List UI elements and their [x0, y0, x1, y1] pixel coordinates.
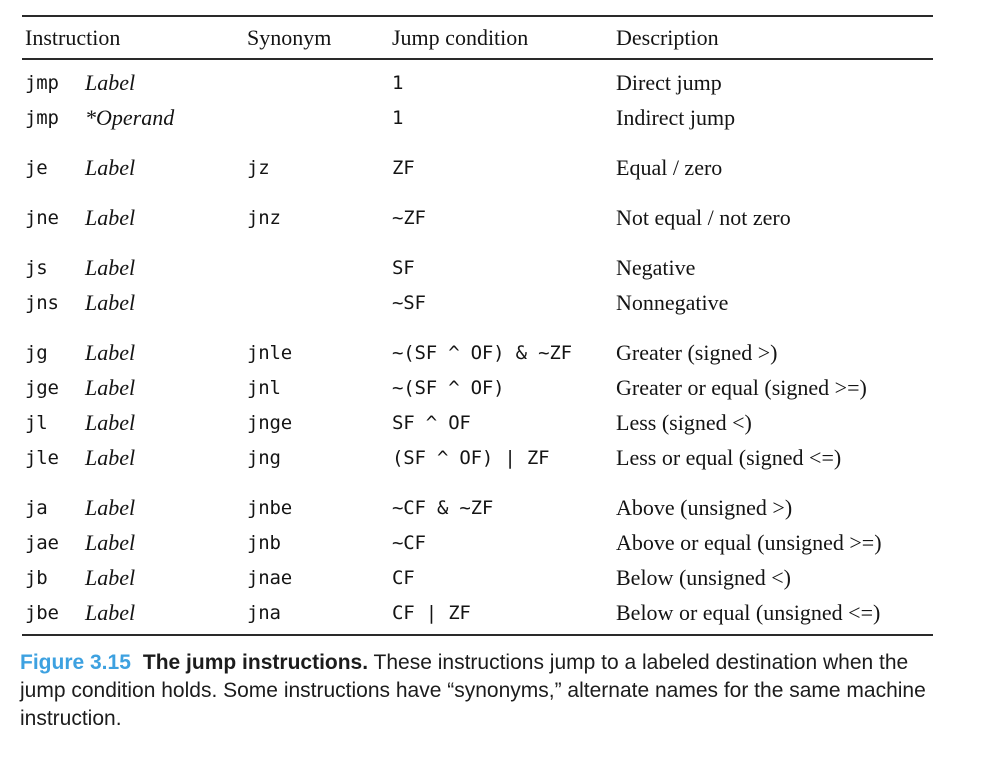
instruction-operand: Label	[85, 494, 136, 520]
synonym: jnle	[247, 341, 292, 364]
jump-condition: ~(SF ^ OF)	[392, 376, 505, 399]
instruction-group: je Label jz ZF Equal / zero	[22, 150, 933, 185]
column-header-description: Description	[616, 25, 719, 50]
instruction-mnemonic: ja	[25, 496, 48, 519]
description: Below or equal (unsigned <=)	[616, 599, 881, 625]
column-header-jump-condition: Jump condition	[392, 25, 529, 50]
instruction-operand: Label	[85, 444, 136, 470]
description: Nonnegative	[616, 289, 729, 315]
instruction-mnemonic: jae	[25, 531, 59, 554]
jump-condition: SF	[392, 256, 415, 279]
table-row: jmp Label 1 Direct jump	[22, 65, 933, 100]
table-row: jns Label ~SF Nonnegative	[22, 285, 933, 320]
table-row: js Label SF Negative	[22, 250, 933, 285]
description: Less or equal (signed <=)	[616, 444, 842, 470]
table-row: jge Label jnl ~(SF ^ OF) Greater or equa…	[22, 370, 933, 405]
description: Less (signed <)	[616, 409, 752, 435]
figure-title: The jump instructions.	[142, 651, 369, 674]
instruction-mnemonic: jg	[25, 341, 48, 364]
instruction-operand: Label	[85, 289, 136, 315]
figure-number-label: Figure 3.15	[20, 651, 131, 674]
instruction-mnemonic: jb	[25, 566, 48, 589]
instruction-mnemonic: jbe	[25, 601, 59, 624]
synonym: jnge	[247, 411, 292, 434]
instruction-mnemonic: jl	[25, 411, 48, 434]
table-row: jg Label jnle ~(SF ^ OF) & ~ZF Greater (…	[22, 335, 933, 370]
table-row: je Label jz ZF Equal / zero	[22, 150, 933, 185]
instruction-operand: Label	[85, 204, 136, 230]
synonym: jnl	[247, 376, 281, 399]
instruction-operand: Label	[85, 529, 136, 555]
instruction-mnemonic: jmp	[25, 71, 59, 94]
description: Direct jump	[616, 69, 722, 95]
synonym: jnae	[247, 566, 292, 589]
instruction-operand: Label	[85, 154, 136, 180]
table-row: jne Label jnz ~ZF Not equal / not zero	[22, 200, 933, 235]
instruction-group: jne Label jnz ~ZF Not equal / not zero	[22, 200, 933, 235]
description: Below (unsigned <)	[616, 564, 791, 590]
table-row: jb Label jnae CF Below (unsigned <)	[22, 560, 933, 595]
jump-condition: ~(SF ^ OF) & ~ZF	[392, 341, 572, 364]
description: Not equal / not zero	[616, 204, 791, 230]
table-row: jl Label jnge SF ^ OF Less (signed <)	[22, 405, 933, 440]
synonym: jz	[247, 156, 270, 179]
instruction-group: jg Label jnle ~(SF ^ OF) & ~ZF Greater (…	[22, 335, 933, 475]
instruction-group: js Label SF Negative jns Label ~SF Nonne…	[22, 250, 933, 320]
instruction-mnemonic: jne	[25, 206, 59, 229]
table-row: jle Label jng (SF ^ OF) | ZF Less or equ…	[22, 440, 933, 475]
synonym: jnbe	[247, 496, 292, 519]
description: Negative	[616, 254, 696, 280]
table-row: jbe Label jna CF | ZF Below or equal (un…	[22, 595, 933, 630]
instruction-operand: Label	[85, 564, 136, 590]
description: Above (unsigned >)	[616, 494, 793, 520]
jump-condition: (SF ^ OF) | ZF	[392, 446, 550, 469]
table-body: jmp Label 1 Direct jump jmp *Operand 1 I…	[22, 65, 933, 636]
instruction-group: jmp Label 1 Direct jump jmp *Operand 1 I…	[22, 65, 933, 135]
instruction-operand: *Operand	[85, 104, 175, 130]
jump-condition: ~CF & ~ZF	[392, 496, 494, 519]
table-row: jmp *Operand 1 Indirect jump	[22, 100, 933, 135]
instruction-operand: Label	[85, 409, 136, 435]
instruction-operand: Label	[85, 599, 136, 625]
jump-condition: ~ZF	[392, 206, 426, 229]
column-header-synonym: Synonym	[247, 25, 332, 50]
jump-condition: CF | ZF	[392, 601, 471, 624]
jump-condition: ZF	[392, 156, 415, 179]
instruction-mnemonic: js	[25, 256, 48, 279]
instruction-operand: Label	[85, 374, 136, 400]
jump-condition: 1	[392, 106, 404, 129]
instruction-operand: Label	[85, 339, 136, 365]
instruction-group: ja Label jnbe ~CF & ~ZF Above (unsigned …	[22, 490, 933, 630]
instruction-operand: Label	[85, 69, 136, 95]
instruction-mnemonic: jle	[25, 446, 59, 469]
description: Greater (signed >)	[616, 339, 778, 365]
jump-condition: ~SF	[392, 291, 426, 314]
figure-caption: Figure 3.15 The jump instructions. These …	[20, 649, 940, 733]
column-header-instruction: Instruction	[25, 25, 121, 50]
synonym: jng	[247, 446, 281, 469]
description: Greater or equal (signed >=)	[616, 374, 867, 400]
instruction-mnemonic: je	[25, 156, 48, 179]
synonym: jnb	[247, 531, 281, 554]
description: Indirect jump	[616, 104, 736, 130]
instruction-operand: Label	[85, 254, 136, 280]
jump-condition: SF ^ OF	[392, 411, 471, 434]
description: Above or equal (unsigned >=)	[616, 529, 882, 555]
table-header-row: Instruction Synonym Jump condition Descr…	[22, 17, 933, 60]
jump-instructions-table: Instruction Synonym Jump condition Descr…	[22, 15, 933, 636]
synonym: jnz	[247, 206, 281, 229]
synonym: jna	[247, 601, 281, 624]
jump-condition: ~CF	[392, 531, 426, 554]
jump-condition: 1	[392, 71, 404, 94]
table-row: jae Label jnb ~CF Above or equal (unsign…	[22, 525, 933, 560]
instruction-mnemonic: jns	[25, 291, 59, 314]
figure-caption-text: These instructions jump to a labeled des…	[20, 651, 926, 730]
jump-condition: CF	[392, 566, 415, 589]
description: Equal / zero	[616, 154, 723, 180]
instruction-mnemonic: jge	[25, 376, 59, 399]
instruction-mnemonic: jmp	[25, 106, 59, 129]
table-row: ja Label jnbe ~CF & ~ZF Above (unsigned …	[22, 490, 933, 525]
